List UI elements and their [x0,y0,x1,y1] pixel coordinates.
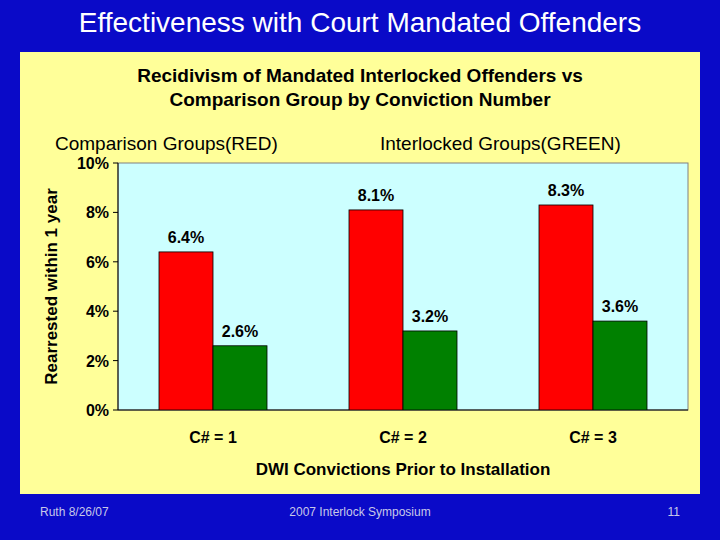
labels: 6.4% 2.6% 8.1% 3.2% 8.3% 3.6% [168,182,638,340]
x-tick-label: C# = 2 [379,429,427,446]
y-tick [113,163,118,164]
footer-text: 11 [560,504,680,520]
data-label: 8.1% [358,187,394,204]
y-tick-label: 8% [86,204,109,221]
bar [403,331,457,410]
bar [213,346,267,410]
bar [593,321,647,410]
legend-entry: Interlocked Groups(GREEN) [380,133,621,154]
data-label: 8.3% [548,182,584,199]
y-tick-label: 10% [77,155,109,172]
y-tick-label: 6% [86,254,109,271]
y-tick [113,311,118,312]
plot-area [118,163,688,410]
data-label: 3.2% [412,308,448,325]
footer-text: Ruth 8/26/07 [40,504,240,520]
x-axis-title: DWI Convictions Prior to Installation [256,460,551,479]
y-tick-label: 4% [86,303,109,320]
data-label: 6.4% [168,229,204,246]
bar [349,210,403,410]
slide-title: Effectiveness with Court Mandated Offend… [0,6,720,40]
x-tick-label: C# = 1 [189,429,237,446]
legend-entry: Comparison Groups(RED) [55,133,278,154]
chart: Comparison Groups(RED) Interlocked Groups… [0,0,720,540]
data-label: 3.6% [602,298,638,315]
y-axis-title: Rearrested within 1 year [42,188,61,385]
bar [159,252,213,410]
x-tick-label: C# = 3 [569,429,617,446]
y-tick [113,360,118,361]
data-label: 2.6% [222,323,258,340]
chart-title: Recidivism of Mandated Interlocked Offen… [80,64,640,112]
y-tick [113,212,118,213]
bars [159,205,647,410]
y-tick [113,410,118,411]
bar [539,205,593,410]
y-tick-label: 2% [86,353,109,370]
y-tick-label: 0% [86,402,109,419]
slide: Effectiveness with Court Mandated Offend… [0,0,720,540]
y-tick [113,261,118,262]
y-axis [118,163,119,410]
footer-text: 2007 Interlock Symposium [210,504,510,520]
